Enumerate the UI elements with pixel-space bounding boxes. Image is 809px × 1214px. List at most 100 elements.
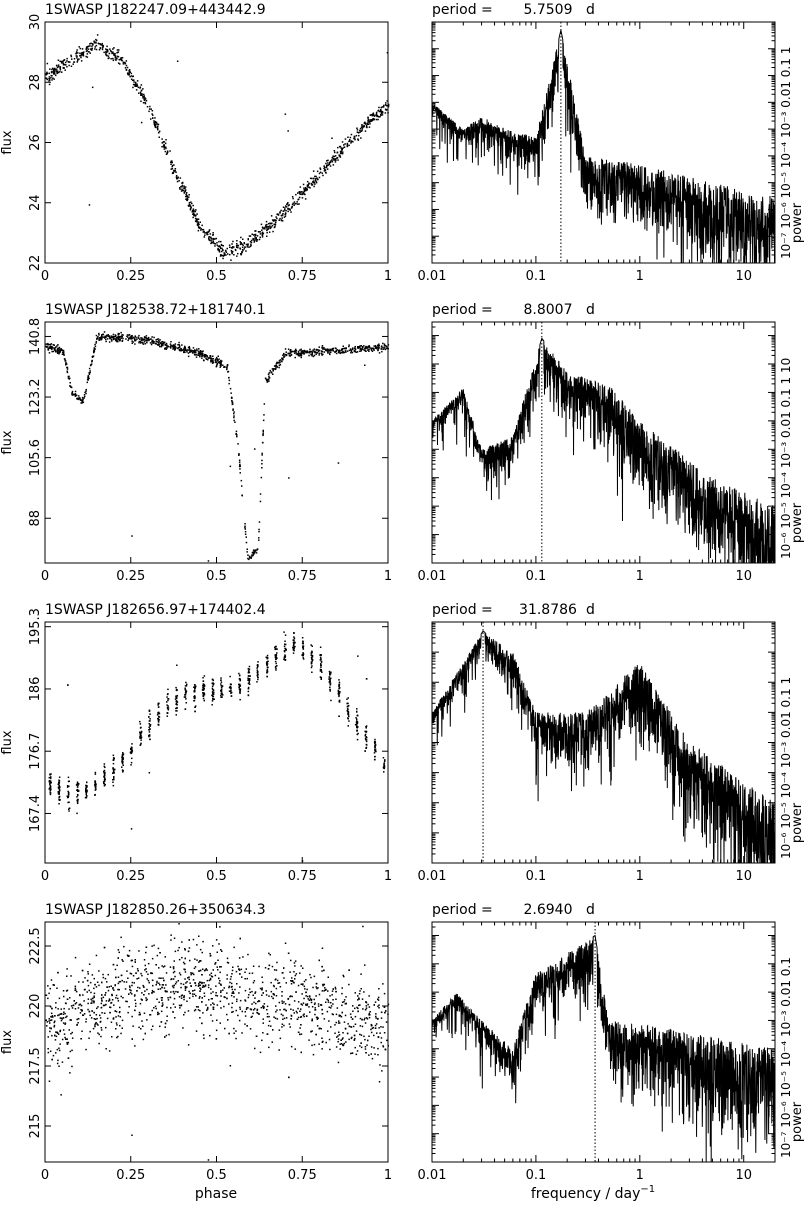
data-point — [309, 996, 311, 998]
data-point — [221, 693, 223, 695]
data-point — [115, 994, 118, 997]
data-point — [237, 443, 239, 445]
data-point — [130, 337, 132, 340]
data-point — [284, 654, 286, 656]
data-point — [324, 987, 326, 989]
data-point — [172, 347, 175, 350]
data-point — [236, 983, 238, 985]
data-point — [197, 221, 199, 224]
data-point — [103, 780, 106, 782]
data-point — [69, 382, 71, 384]
data-point — [77, 398, 80, 400]
data-point — [367, 117, 369, 119]
data-point — [95, 39, 98, 42]
data-point — [108, 998, 111, 1000]
data-point — [380, 345, 383, 347]
data-point — [218, 240, 220, 243]
data-point — [272, 370, 274, 372]
data-point — [256, 549, 258, 551]
data-point — [133, 338, 136, 341]
data-point — [261, 1039, 263, 1042]
data-point — [98, 334, 100, 336]
data-point — [304, 193, 306, 196]
data-point — [383, 347, 386, 349]
data-point — [330, 349, 332, 352]
data-point — [49, 343, 51, 346]
x-tick-label: 0.01 — [418, 869, 447, 884]
data-point — [338, 687, 341, 689]
period-title: period = 5.7509 d — [432, 2, 595, 18]
data-point — [370, 1023, 373, 1026]
data-point — [53, 1024, 56, 1027]
data-point — [108, 341, 111, 343]
data-point — [50, 343, 53, 345]
data-point — [163, 341, 166, 344]
data-point — [266, 1009, 268, 1011]
data-point — [304, 198, 307, 200]
data-point — [157, 706, 160, 708]
data-point — [56, 66, 59, 68]
data-point — [374, 738, 376, 741]
data-point — [157, 720, 160, 722]
data-points — [45, 34, 390, 261]
data-point — [268, 372, 271, 374]
data-point — [79, 55, 81, 57]
y-tick-label: 10⁻⁷ — [779, 232, 793, 259]
period-title: period = 8.8007 d — [432, 302, 595, 318]
data-point — [106, 45, 108, 48]
data-point — [140, 726, 142, 729]
data-point — [278, 982, 281, 984]
data-point — [239, 1008, 241, 1010]
data-point — [62, 61, 64, 63]
data-point — [258, 528, 260, 531]
data-point — [220, 690, 223, 693]
data-point — [338, 700, 340, 703]
data-point — [162, 977, 164, 979]
data-point — [262, 419, 265, 422]
data-point — [265, 378, 268, 380]
data-point — [73, 61, 76, 63]
data-point — [274, 647, 277, 650]
data-point — [366, 1044, 368, 1046]
data-point — [169, 996, 172, 999]
data-point — [66, 989, 69, 992]
data-point — [248, 665, 251, 668]
data-point — [308, 183, 310, 185]
data-point — [273, 368, 275, 370]
data-point — [90, 364, 92, 366]
data-point — [274, 368, 277, 371]
data-point — [47, 1048, 49, 1050]
data-point — [97, 1032, 99, 1034]
data-point — [291, 205, 293, 208]
data-point — [321, 671, 323, 673]
data-point — [139, 733, 142, 736]
data-point — [384, 112, 387, 114]
data-point — [217, 245, 220, 248]
data-point — [207, 986, 210, 989]
data-point — [327, 159, 329, 162]
data-point — [216, 244, 218, 246]
data-point — [180, 347, 182, 350]
data-point — [68, 785, 70, 787]
data-point — [303, 188, 305, 191]
data-point — [231, 985, 233, 988]
data-point — [254, 551, 256, 554]
data-point — [212, 361, 215, 364]
data-point — [291, 196, 294, 198]
data-point — [303, 997, 305, 1000]
data-point — [347, 713, 349, 715]
data-point — [257, 673, 259, 676]
period-unit: d — [586, 302, 595, 318]
data-point — [178, 349, 181, 351]
data-point — [78, 395, 80, 397]
data-point — [221, 696, 223, 698]
data-point — [247, 687, 250, 690]
data-point — [148, 338, 150, 341]
data-point — [58, 796, 60, 798]
data-point — [317, 349, 319, 351]
data-point — [214, 963, 216, 965]
light-curve-panel-7: 0 0.25 0.5 0.75 1215217.5220222.5flux1SWASP … — [0, 902, 392, 1183]
data-point — [348, 140, 350, 143]
data-point — [214, 359, 217, 361]
data-point — [190, 349, 192, 352]
